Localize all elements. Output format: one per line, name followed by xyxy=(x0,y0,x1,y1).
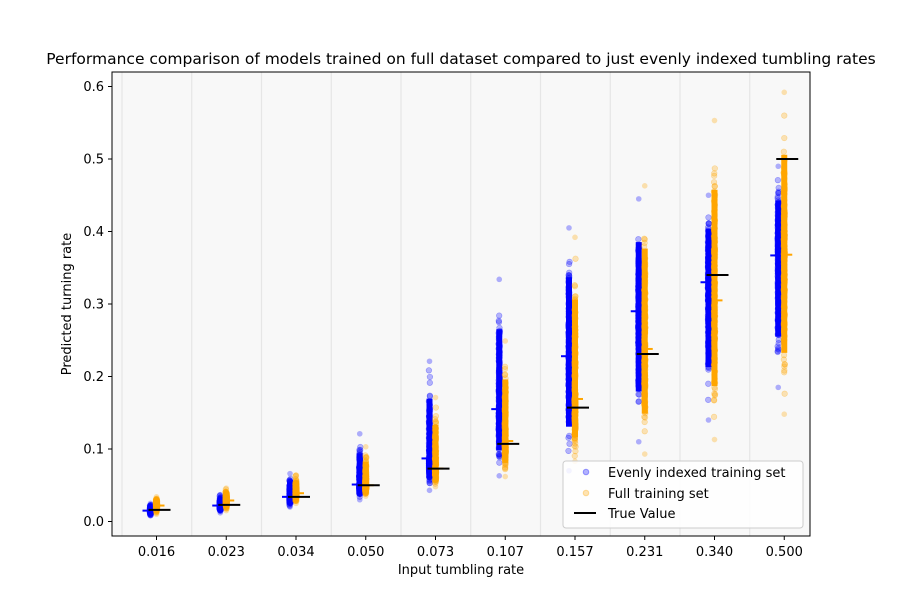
evenly-indexed-6-core xyxy=(566,277,572,427)
full-training-3-core xyxy=(362,461,369,492)
full-training-7-point xyxy=(641,428,648,435)
evenly-indexed-8-min-point xyxy=(705,417,712,423)
evenly-indexed-2-core xyxy=(287,482,293,504)
evenly-indexed-6-max-point xyxy=(566,225,572,231)
evenly-indexed-5-point xyxy=(496,459,503,466)
evenly-indexed-5-point xyxy=(495,319,503,326)
evenly-indexed-8-point xyxy=(705,220,712,227)
full-training-7-core xyxy=(641,248,648,414)
evenly-indexed-6-point xyxy=(566,258,573,265)
full-training-6-core xyxy=(572,299,578,438)
full-training-4-max-point xyxy=(432,394,439,401)
plot-area xyxy=(112,72,810,536)
full-training-4-min-point xyxy=(432,483,439,490)
evenly-indexed-4-point xyxy=(426,393,433,400)
evenly-indexed-8-max-point xyxy=(705,192,712,199)
full-training-7-max-point xyxy=(641,183,648,189)
evenly-indexed-7-core xyxy=(635,242,642,392)
full-training-5-core xyxy=(502,379,509,463)
evenly-indexed-2-max-point xyxy=(287,470,293,477)
evenly-indexed-0-min-point xyxy=(147,512,154,519)
evenly-indexed-9-point xyxy=(774,195,781,202)
full-training-4-point xyxy=(432,413,440,420)
full-training-8-point xyxy=(711,172,718,179)
evenly-indexed-6-point xyxy=(565,447,572,455)
evenly-indexed-4-point xyxy=(426,477,433,484)
full-training-5-min-point xyxy=(502,473,509,480)
evenly-indexed-5-core xyxy=(496,329,503,451)
evenly-indexed-2-min-point xyxy=(287,504,293,510)
evenly-indexed-8-point xyxy=(705,214,712,221)
evenly-indexed-4-point xyxy=(426,379,433,386)
evenly-indexed-4-core xyxy=(426,398,433,479)
evenly-indexed-7-min-point xyxy=(635,438,642,445)
evenly-indexed-5-point xyxy=(496,451,503,458)
full-training-8-core xyxy=(711,189,718,387)
evenly-indexed-5-max-point xyxy=(496,276,503,283)
evenly-indexed-8-point xyxy=(705,380,712,387)
full-training-5-point xyxy=(502,466,509,473)
evenly-indexed-3-core xyxy=(356,453,363,494)
full-training-6-point xyxy=(572,255,579,262)
evenly-indexed-7-point xyxy=(635,398,643,405)
full-training-8-point xyxy=(711,165,718,172)
full-training-8-point xyxy=(711,183,718,190)
full-training-6-point xyxy=(571,283,579,290)
full-training-1-min-point xyxy=(223,507,230,514)
evenly-indexed-9-point xyxy=(775,184,782,192)
full-training-1-cloud xyxy=(222,485,230,514)
evenly-indexed-4-point xyxy=(426,373,434,381)
evenly-indexed-7-point xyxy=(635,236,642,243)
full-training-8-min-point xyxy=(711,436,718,443)
evenly-indexed-3-point xyxy=(356,446,363,454)
full-training-5-point xyxy=(501,365,509,373)
evenly-indexed-6-cloud xyxy=(565,225,573,474)
evenly-indexed-8-core xyxy=(705,228,712,368)
full-training-8-point xyxy=(710,413,718,420)
full-training-0-min-point xyxy=(153,511,160,518)
full-training-5-point xyxy=(501,371,508,379)
full-training-3-max-point xyxy=(362,444,369,450)
full-training-3-point xyxy=(362,452,369,459)
full-training-2-max-point xyxy=(293,472,299,478)
evenly-indexed-5-min-point xyxy=(496,473,503,479)
full-training-7-min-point xyxy=(641,451,648,457)
full-training-2-cloud xyxy=(292,472,300,507)
evenly-indexed-3-min-point xyxy=(356,496,363,503)
evenly-indexed-4-max-point xyxy=(426,358,433,365)
full-training-0-max-point xyxy=(153,494,160,500)
evenly-indexed-1-max-point xyxy=(217,491,224,498)
full-training-6-point xyxy=(572,448,579,455)
full-training-5-max-point xyxy=(502,338,509,344)
evenly-indexed-1-min-point xyxy=(217,510,224,516)
evenly-indexed-5-point xyxy=(496,312,503,319)
full-training-8-point xyxy=(711,390,718,397)
full-training-1-max-point xyxy=(223,485,230,491)
full-training-4-point xyxy=(432,418,439,425)
full-training-3-min-point xyxy=(362,493,369,499)
evenly-indexed-3-max-point xyxy=(356,430,363,437)
evenly-indexed-4-point xyxy=(425,367,433,374)
full-training-4-point xyxy=(432,404,439,411)
full-training-7-point xyxy=(641,239,648,246)
evenly-indexed-0-max-point xyxy=(147,500,154,507)
evenly-indexed-4-min-point xyxy=(426,487,433,494)
full-training-6-max-point xyxy=(572,234,578,241)
full-training-4-cloud xyxy=(431,394,440,490)
evenly-indexed-6-point xyxy=(565,434,572,441)
full-training-7-point xyxy=(641,418,648,426)
full-training-2-min-point xyxy=(293,500,299,507)
evenly-indexed-7-max-point xyxy=(635,196,642,202)
full-training-4-core xyxy=(432,424,439,480)
full-training-8-max-point xyxy=(711,117,718,124)
evenly-indexed-8-point xyxy=(705,396,712,403)
